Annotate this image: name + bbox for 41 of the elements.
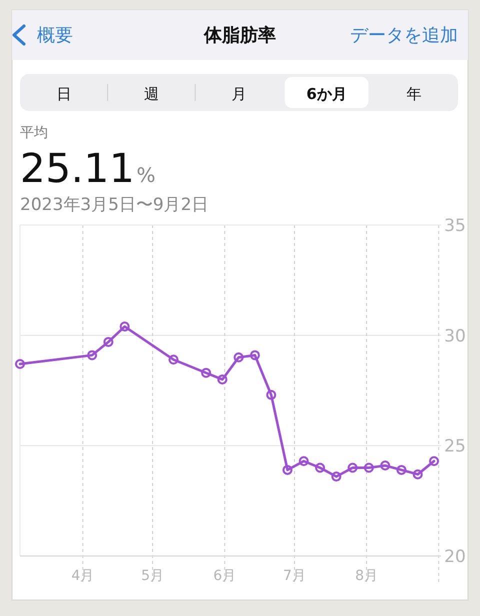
point <box>331 472 342 482</box>
point <box>234 352 244 362</box>
text: 年 <box>406 85 422 103</box>
x-tick-label: 8月 <box>355 568 378 584</box>
point <box>348 462 358 473</box>
point <box>168 354 179 365</box>
point <box>315 462 326 473</box>
point <box>120 322 130 332</box>
point <box>429 456 440 466</box>
text: 週 <box>144 85 159 103</box>
y-tick-label: 30 <box>444 326 466 346</box>
text: データを追加 <box>350 25 458 46</box>
text: 日 <box>56 85 72 103</box>
point <box>298 456 309 466</box>
text: 6か月 <box>306 85 347 103</box>
y-tick-label: 25 <box>444 436 466 457</box>
text: % <box>136 163 156 187</box>
y-tick-label: 20 <box>444 547 466 567</box>
point <box>87 350 98 360</box>
point <box>217 374 228 384</box>
point <box>380 460 390 471</box>
chart-title: 体脂肪率 <box>203 25 276 46</box>
text: 平均 <box>20 125 48 141</box>
x-tick-label: 4月 <box>71 568 94 584</box>
x-tick-label: 5月 <box>141 568 164 584</box>
x-tick-label: 6月 <box>213 568 236 584</box>
x-tick-label: 7月 <box>283 568 306 584</box>
y-tick-label: 35 <box>444 216 466 236</box>
point <box>364 462 374 473</box>
point <box>396 464 406 475</box>
point <box>412 469 423 480</box>
point <box>266 390 276 400</box>
text: 月 <box>232 85 246 103</box>
point <box>15 359 25 370</box>
point <box>282 464 292 475</box>
point <box>103 336 114 347</box>
point <box>250 350 260 360</box>
point <box>201 368 212 378</box>
text: 概要 <box>37 25 73 46</box>
text: 25.11 <box>20 146 135 192</box>
text: 2023年3月5日〜9月2日 <box>20 195 209 215</box>
